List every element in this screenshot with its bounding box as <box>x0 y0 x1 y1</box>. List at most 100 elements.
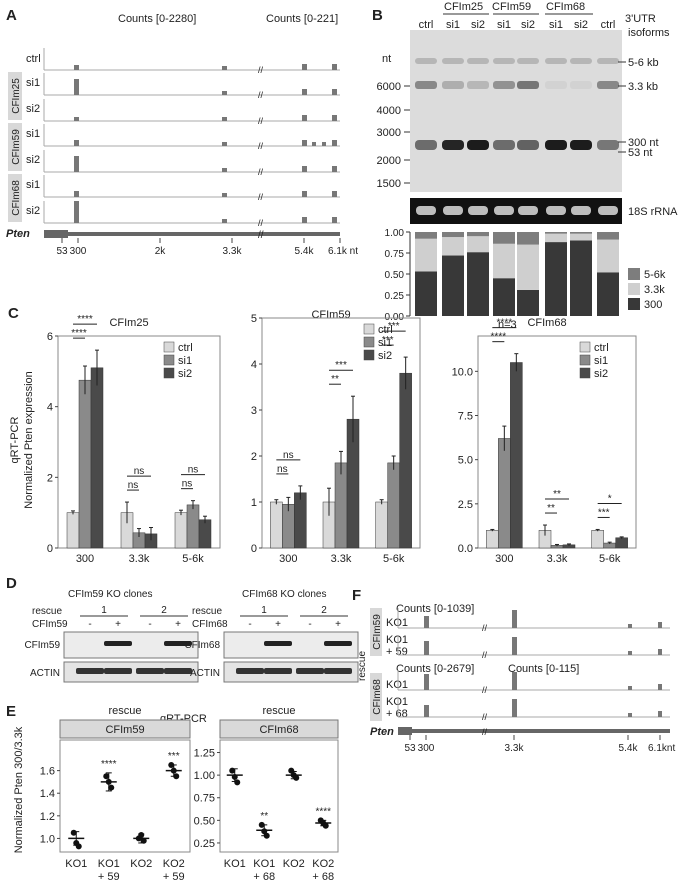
sig-label: ** <box>260 811 268 822</box>
band-3.3kb <box>517 81 539 89</box>
stack-bar-5-6k <box>415 232 437 239</box>
bar-si2 <box>399 372 412 549</box>
panel-f-gene-name: Pten <box>370 726 394 738</box>
bar-si2 <box>90 367 104 549</box>
blot-row-label: CFIm68 <box>184 640 220 651</box>
western-band <box>104 641 132 646</box>
y-tick-label: 2.5 <box>458 499 473 511</box>
track-break: // <box>258 192 264 202</box>
coverage-peak <box>628 686 632 690</box>
track-break: // <box>258 218 264 228</box>
y-tick-label: 0.25 <box>194 838 215 850</box>
data-point <box>322 822 329 829</box>
coverage-peak <box>332 64 337 70</box>
y-tick-label: 0 <box>47 543 53 555</box>
x-tick-label: 3.3k <box>129 553 150 565</box>
stack-bar-3.3k <box>493 243 515 279</box>
bar-si1 <box>334 462 348 549</box>
y-tick-label: 1.00 <box>194 770 215 782</box>
legend-label: si1 <box>594 355 608 367</box>
panel-f-group-cfim68: CFIm68 <box>372 679 383 715</box>
lane-label: si1 <box>446 19 460 31</box>
x-tick-label: KO1 <box>253 858 275 870</box>
stack-bar-5-6k <box>517 232 539 245</box>
chart-frame <box>219 739 339 853</box>
sig-label: ** <box>547 503 555 514</box>
band-300nt <box>545 140 567 150</box>
stack-tick-label: 0.25 <box>385 291 405 302</box>
panel-a-label: A <box>6 7 17 24</box>
stack-bar-3.3k <box>442 237 464 256</box>
data-point <box>261 828 268 835</box>
chart-title: CFIm68 <box>527 317 566 329</box>
legend-label: si2 <box>378 350 392 362</box>
isoform-label: 5-6 kb <box>628 57 659 69</box>
y-tick-label: 0 <box>251 543 257 555</box>
coverage-peak <box>512 637 517 655</box>
x-tick-label: + 68 <box>312 871 334 883</box>
coverage-peak <box>74 65 79 70</box>
panel-b-label: B <box>372 7 383 24</box>
panel-a-counts-right: Counts [0-221] <box>266 13 338 25</box>
bar-ctrl <box>270 501 283 549</box>
gene-tick-label: 2k <box>155 246 167 257</box>
panel-b-isoform-header: isoforms <box>628 27 670 39</box>
sig-label: ns <box>182 479 193 490</box>
stack-bar-3.3k <box>570 233 592 241</box>
data-point <box>229 767 236 774</box>
stack-bar-300 <box>442 255 464 316</box>
data-point <box>138 832 145 839</box>
bar-si2 <box>615 537 628 549</box>
y-tick-label: 6 <box>47 331 53 343</box>
legend-swatch <box>628 298 640 310</box>
panel-a-group-cfim59: CFIm59 <box>11 129 22 165</box>
bar-si2 <box>294 492 307 549</box>
coverage-peak <box>628 713 632 717</box>
isoform-label: 3.3 kb <box>628 81 658 93</box>
bar-ctrl <box>486 530 499 549</box>
panel-f-ticks: 53 300 3.3k 5.4k 6.1knt // <box>404 727 675 754</box>
band-5-6kb <box>517 58 539 64</box>
panel-a-gene-exon <box>44 230 68 238</box>
panel-a-row-label: si1 <box>26 179 40 191</box>
coverage-peak <box>222 66 227 70</box>
coverage-peak <box>424 674 429 690</box>
gene-tick-label: 3.3k <box>223 246 243 257</box>
legend-label: ctrl <box>178 342 193 354</box>
actin-band <box>104 668 132 674</box>
panel-f: F Counts [0-1039] Counts [0-2679] Counts… <box>352 587 675 754</box>
panel-b-isoform-header: 3'UTR <box>625 13 656 25</box>
band-300nt <box>597 140 619 150</box>
y-tick-label: 0.50 <box>194 815 215 827</box>
rrna-band <box>468 206 488 215</box>
stack-bar-3.3k <box>517 244 539 290</box>
x-tick-label: KO2 <box>312 858 334 870</box>
western-blots: CFIm59 KO clones rescue 1 2 CFIm59 - + - + CFIm59… <box>24 589 359 683</box>
coverage-peak <box>302 140 307 146</box>
stack-bar-5-6k <box>442 232 464 238</box>
legend-label: ctrl <box>378 324 393 336</box>
bar-si1 <box>387 462 400 549</box>
actin-band <box>164 668 192 674</box>
panel-f-group-cfim68-box <box>370 673 382 721</box>
chart-title: CFIm59 <box>311 309 350 321</box>
panel-f-row-label: + 59 <box>386 646 408 658</box>
legend-swatch <box>579 354 591 366</box>
x-tick-label: KO2 <box>130 858 152 870</box>
data-point <box>288 767 295 774</box>
sig-label: *** <box>598 507 610 518</box>
coverage-peak <box>424 616 429 628</box>
panel-b-lane-labels: ctrl si1 si2 si1 si2 si1 si2 ctrl <box>419 19 616 31</box>
isoform-label: 53 nt <box>628 147 652 159</box>
panel-f-rescue-label: rescue <box>357 651 368 681</box>
sig-label: ** <box>553 489 561 500</box>
y-tick-label: 7.5 <box>458 411 473 423</box>
x-tick-label: + 59 <box>163 871 185 883</box>
x-tick-label: 300 <box>495 553 513 565</box>
western-band <box>164 641 192 646</box>
marker-label: 6000 <box>377 81 401 93</box>
stack-bar-5-6k <box>570 232 592 234</box>
rrna-band <box>518 206 538 215</box>
stack-bar-300 <box>517 289 539 316</box>
